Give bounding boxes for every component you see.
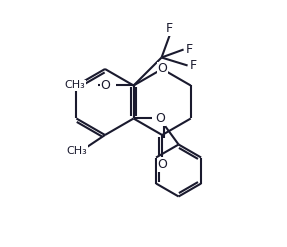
Text: O: O: [101, 79, 110, 92]
Text: CH₃: CH₃: [67, 146, 87, 156]
Text: O: O: [157, 62, 167, 76]
Text: F: F: [166, 22, 173, 35]
Text: O: O: [157, 159, 167, 171]
Text: CH₃: CH₃: [65, 81, 86, 90]
Text: O: O: [156, 112, 165, 125]
Text: F: F: [186, 43, 193, 56]
Text: F: F: [190, 59, 197, 72]
